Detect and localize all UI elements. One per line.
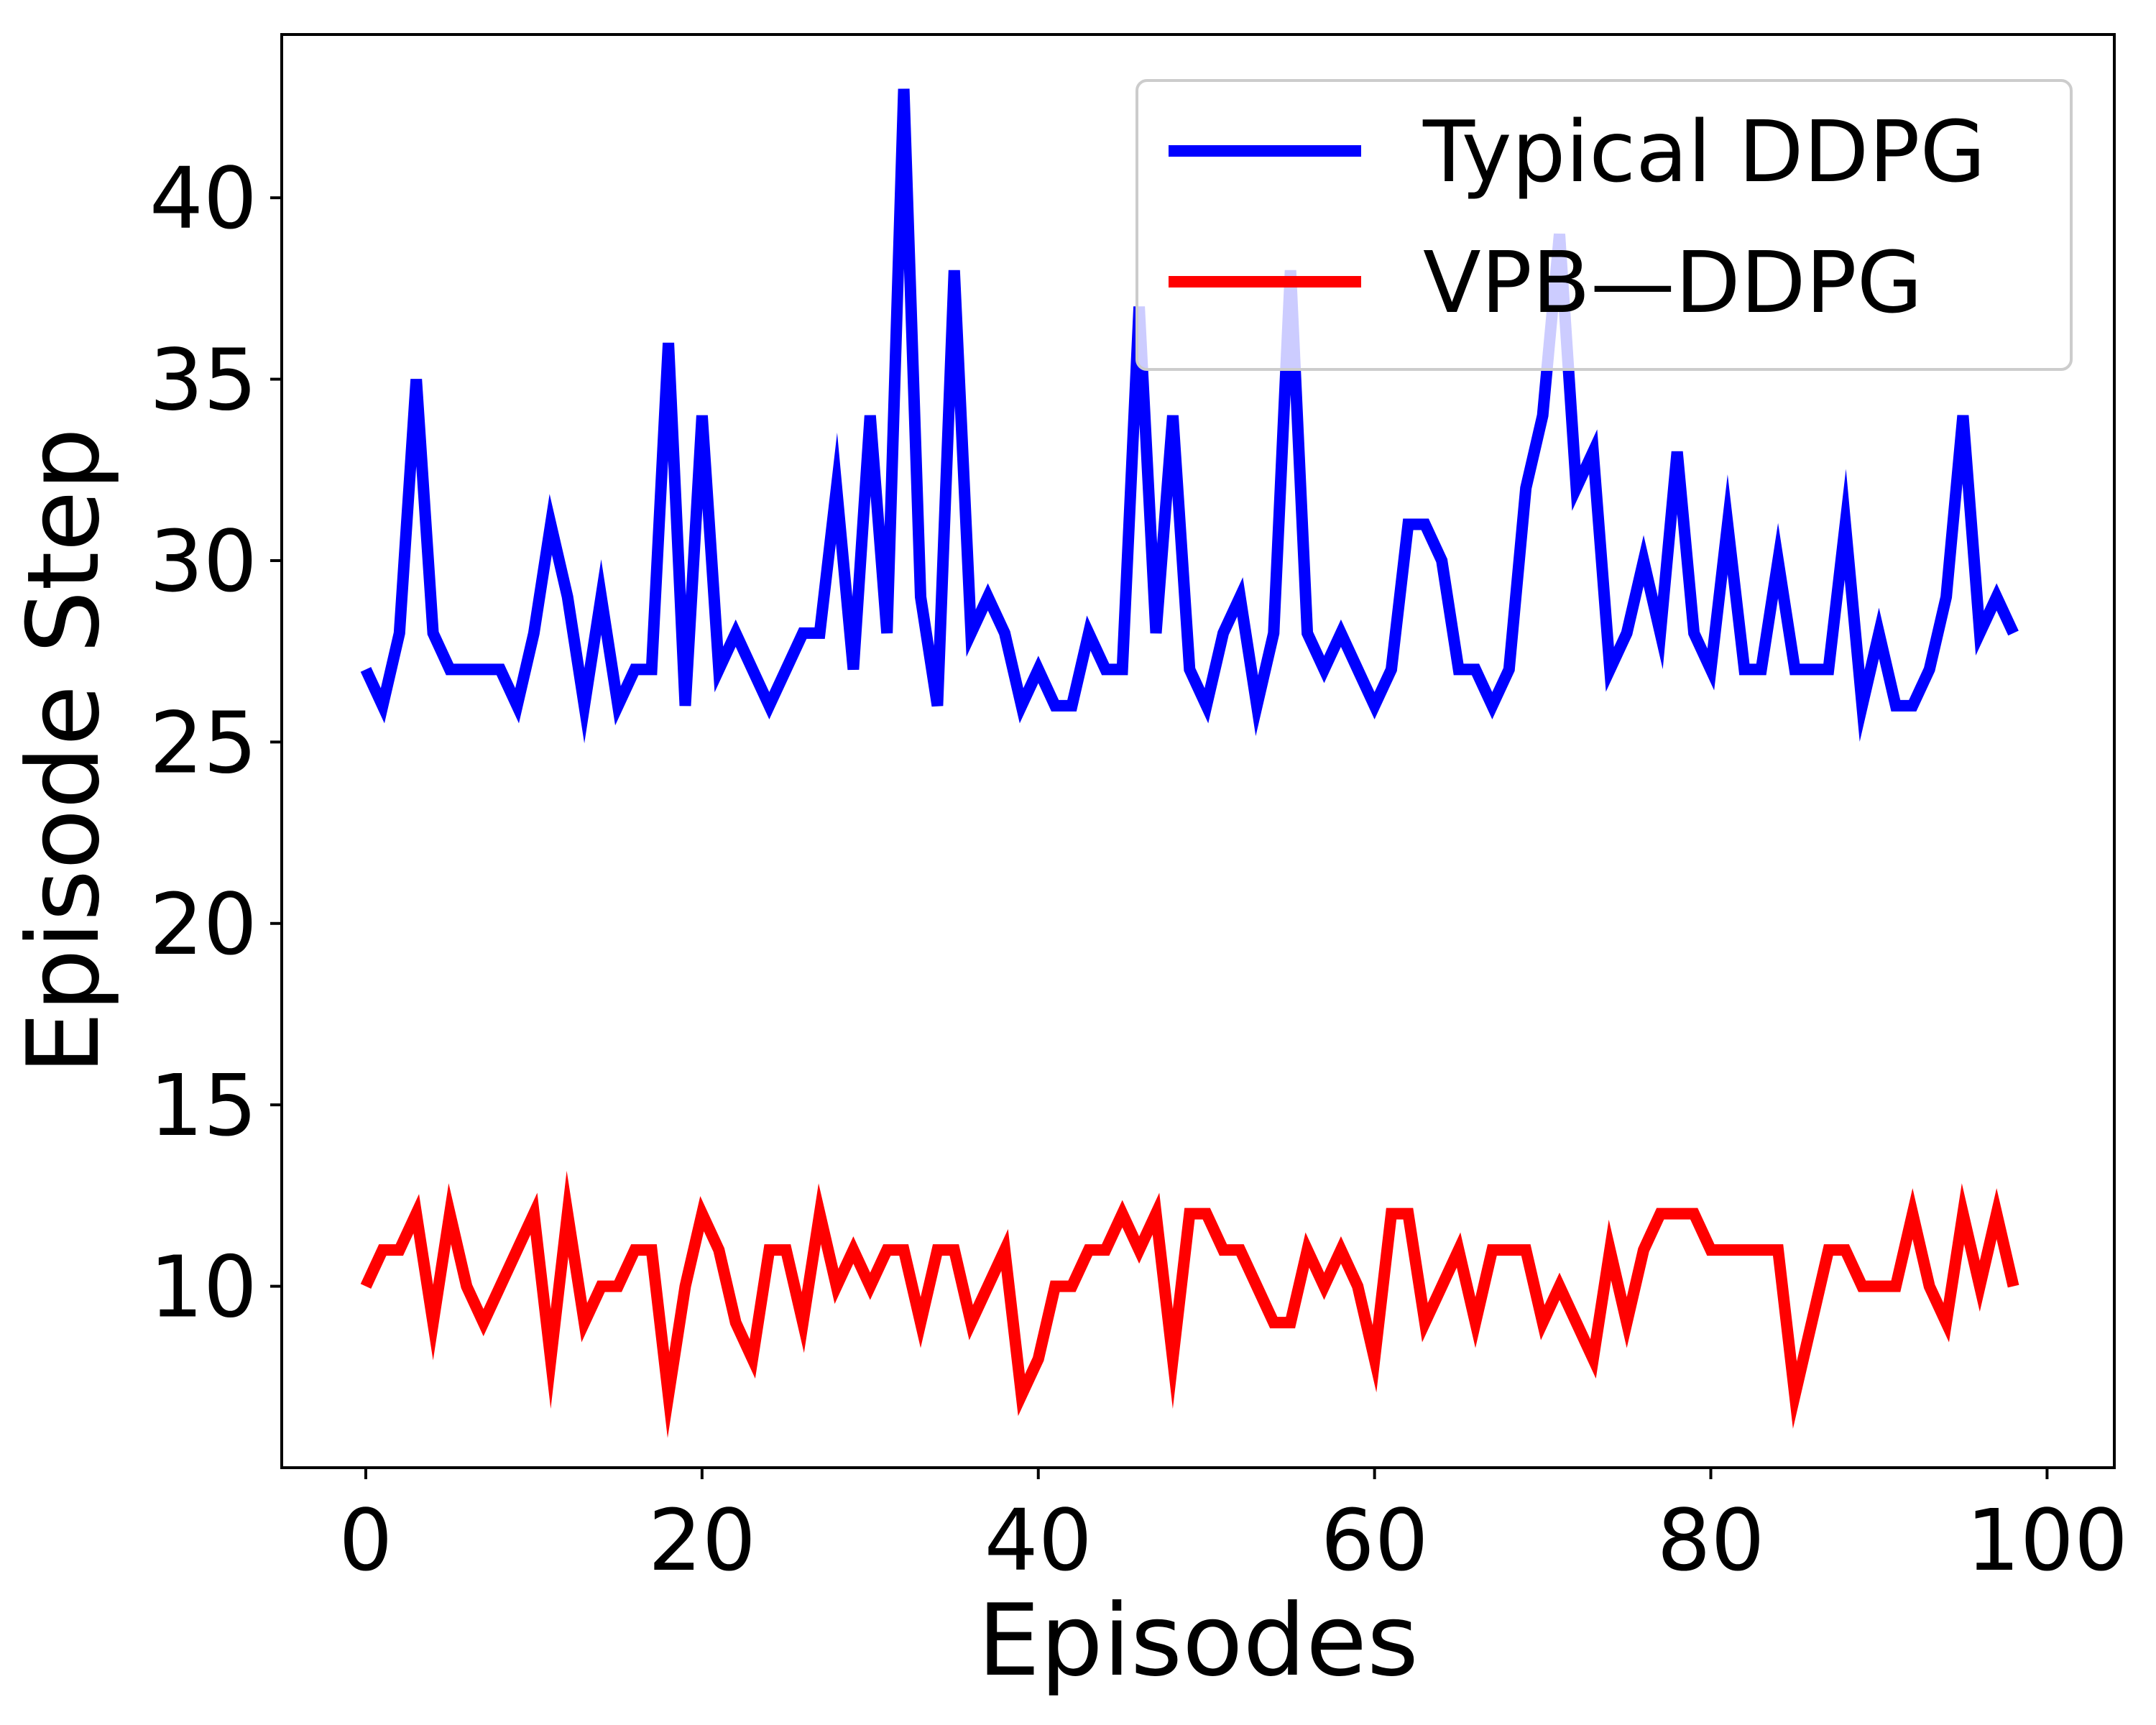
series-line-vpb-ddpg xyxy=(360,1170,2019,1438)
x-tick-label: 60 xyxy=(1321,1491,1429,1590)
y-tick-label: 20 xyxy=(149,875,257,974)
legend-label-typical-ddpg: Typical DDPG xyxy=(1422,102,1986,201)
legend-label-vpb-ddpg: VPB—DDPG xyxy=(1423,233,1922,332)
y-tick-label: 35 xyxy=(149,331,257,430)
x-tick-label: 100 xyxy=(1966,1491,2128,1590)
y-tick-label: 15 xyxy=(149,1056,257,1155)
plot-area-frame xyxy=(280,33,2116,1469)
legend-box xyxy=(1135,79,2073,371)
legend: Typical DDPG VPB—DDPG xyxy=(1135,79,2073,371)
series-lines xyxy=(360,88,2019,1438)
x-tick-label: 80 xyxy=(1657,1491,1764,1590)
x-axis-title: Episodes xyxy=(977,1583,1419,1698)
y-tick-label: 10 xyxy=(149,1238,257,1337)
y-axis-title: Episode Step xyxy=(6,428,121,1075)
y-tick-label: 30 xyxy=(149,512,257,611)
series-line-typical-ddpg xyxy=(360,88,2019,744)
x-tick-label: 0 xyxy=(338,1491,392,1590)
y-tick-label: 40 xyxy=(149,149,257,248)
y-tick-label: 25 xyxy=(149,693,257,792)
x-tick-label: 20 xyxy=(648,1491,756,1590)
axis-ticks: 0 20 40 60 80 100 10 15 20 25 30 35 40 xyxy=(149,149,2128,1590)
x-tick-label: 40 xyxy=(985,1491,1092,1590)
